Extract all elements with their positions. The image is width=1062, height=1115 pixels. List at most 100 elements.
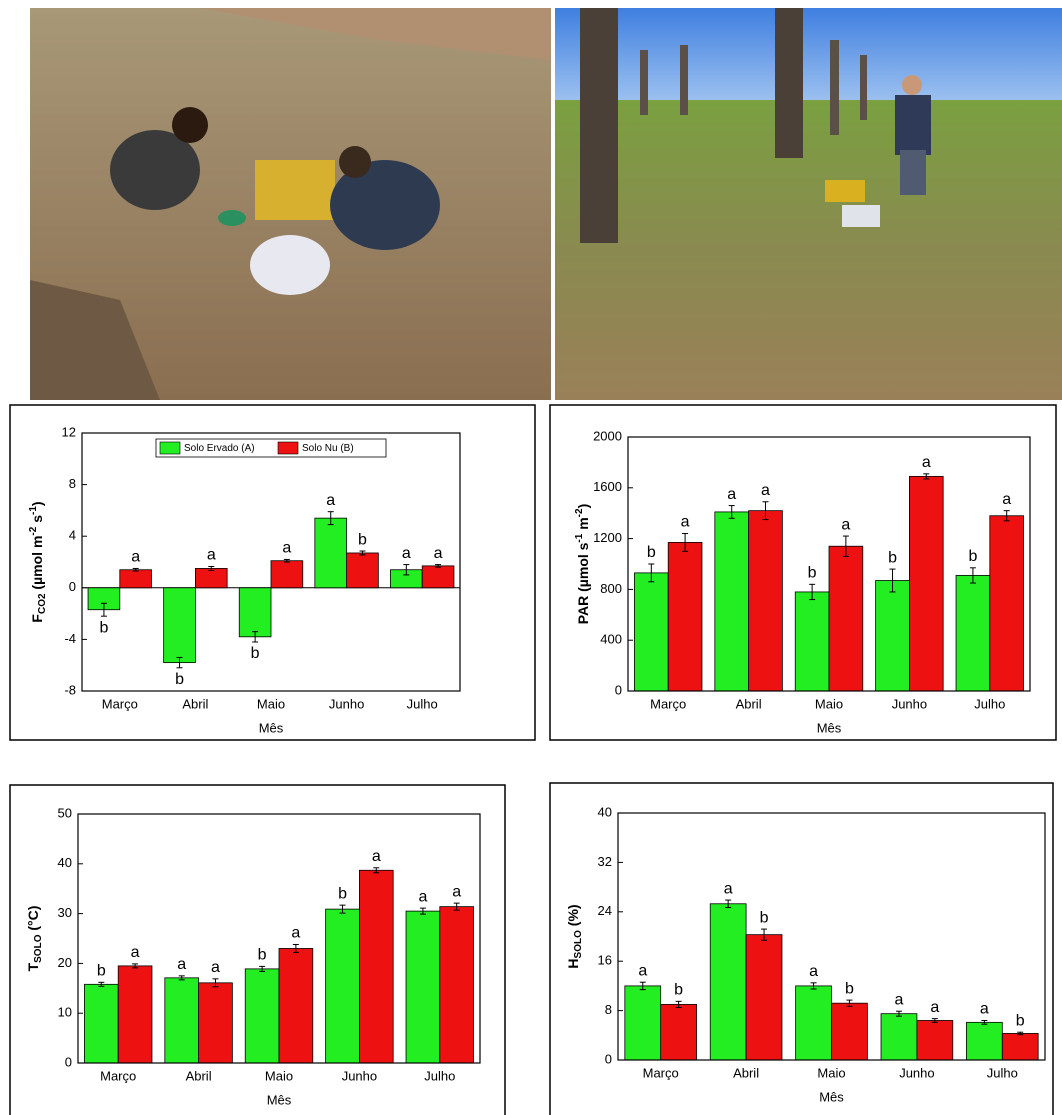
y-axis-label-part: (µmol m [29,536,45,594]
y-tick-label: 800 [600,581,622,596]
bar [195,568,227,587]
bar [347,553,379,588]
significance-letter: b [888,549,897,566]
x-tick-label: Junho [892,696,927,711]
x-tick-label: Maio [815,696,843,711]
bar [661,1004,697,1060]
y-axis-label-part: s [29,515,45,527]
y-tick-label: 0 [605,1051,612,1066]
bar [326,909,360,1063]
figure: -8-404812MarçobaAbrilbaMaiobaJunhoabJulh… [0,0,1062,1115]
bar [199,983,233,1063]
bar [796,986,832,1060]
significance-letter: a [980,1001,989,1018]
y-tick-label: 20 [58,955,72,970]
legend-swatch [278,442,298,454]
significance-letter: a [895,991,904,1008]
legend-label: Solo Ervado (A) [184,443,255,454]
bar [668,542,702,691]
significance-letter: b [968,548,977,565]
x-tick-label: Março [102,696,138,711]
bar [1002,1033,1038,1060]
chart-panel: 0400800120016002000MarçobaAbrilaaMaiobaJ… [550,405,1056,740]
bar [422,566,454,588]
x-tick-label: Maio [265,1068,293,1083]
bar [440,907,474,1063]
significance-letter: a [930,999,939,1016]
significance-letter: a [131,944,140,961]
bar [909,476,943,691]
significance-letter: b [674,982,683,999]
significance-letter: b [808,565,817,582]
x-tick-label: Março [643,1065,679,1080]
y-axis-label-part: SOLO [33,934,44,963]
significance-letter: a [727,486,736,503]
y-axis-label: TSOLO (°C) [25,906,44,972]
x-tick-label: Abril [186,1068,212,1083]
y-axis-label-part: ) [29,501,45,506]
y-tick-label: 0 [69,579,76,594]
y-axis-label-part: ) [575,504,591,509]
bar [715,512,749,691]
significance-letter: a [638,962,647,979]
chart-panel: -8-404812MarçobaAbrilbaMaiobaJunhoabJulh… [10,405,535,740]
x-tick-label: Julho [987,1065,1018,1080]
bar [832,1003,868,1060]
x-tick-label: Abril [733,1065,759,1080]
bar [829,546,863,691]
y-axis-label-part: (°C) [25,906,41,935]
bar [625,986,661,1060]
significance-letter: a [131,549,140,566]
significance-letter: a [372,848,381,865]
significance-letter: a [434,545,443,562]
significance-letter: a [841,516,850,533]
bar [164,588,196,663]
significance-letter: b [1016,1012,1025,1029]
y-axis-label-part: SOLO [573,930,584,959]
bar [120,570,152,588]
photo-field-slope [30,8,551,400]
significance-letter: a [326,492,335,509]
bar [795,592,829,691]
x-tick-label: Maio [257,696,285,711]
x-tick-label: Junho [342,1068,377,1083]
bar [746,935,782,1060]
bar [118,966,152,1063]
bar [315,518,347,588]
bar [917,1020,953,1060]
x-tick-label: Junho [329,696,364,711]
bar [84,984,118,1063]
y-tick-label: 2000 [593,428,622,443]
significance-letter: b [358,531,367,548]
significance-letter: a [211,959,220,976]
bar [359,870,393,1063]
x-tick-label: Março [650,696,686,711]
x-tick-label: Abril [736,696,762,711]
y-tick-label: 400 [600,632,622,647]
significance-letter: b [845,980,854,997]
significance-letter: a [724,880,733,897]
x-tick-label: Maio [817,1065,845,1080]
significance-letter: a [282,540,291,557]
y-tick-label: 8 [605,1002,612,1017]
x-tick-label: Março [100,1068,136,1083]
bar [749,511,783,691]
bar [990,516,1024,691]
y-tick-label: 8 [69,476,76,491]
significance-letter: a [922,454,931,471]
significance-letter: a [681,514,690,531]
y-tick-label: 12 [62,424,76,439]
legend-label: Solo Nu (B) [302,443,354,454]
y-axis-label-part: (%) [565,904,581,930]
significance-letter: a [1002,491,1011,508]
y-axis-label-part: H [565,958,581,968]
y-tick-label: 4 [69,528,76,543]
bar [406,911,440,1063]
bar [165,978,199,1063]
y-axis-label-part: CO2 [37,593,48,614]
significance-letter: b [175,671,184,688]
x-axis-label: Mês [267,1092,292,1107]
bar [245,969,279,1063]
